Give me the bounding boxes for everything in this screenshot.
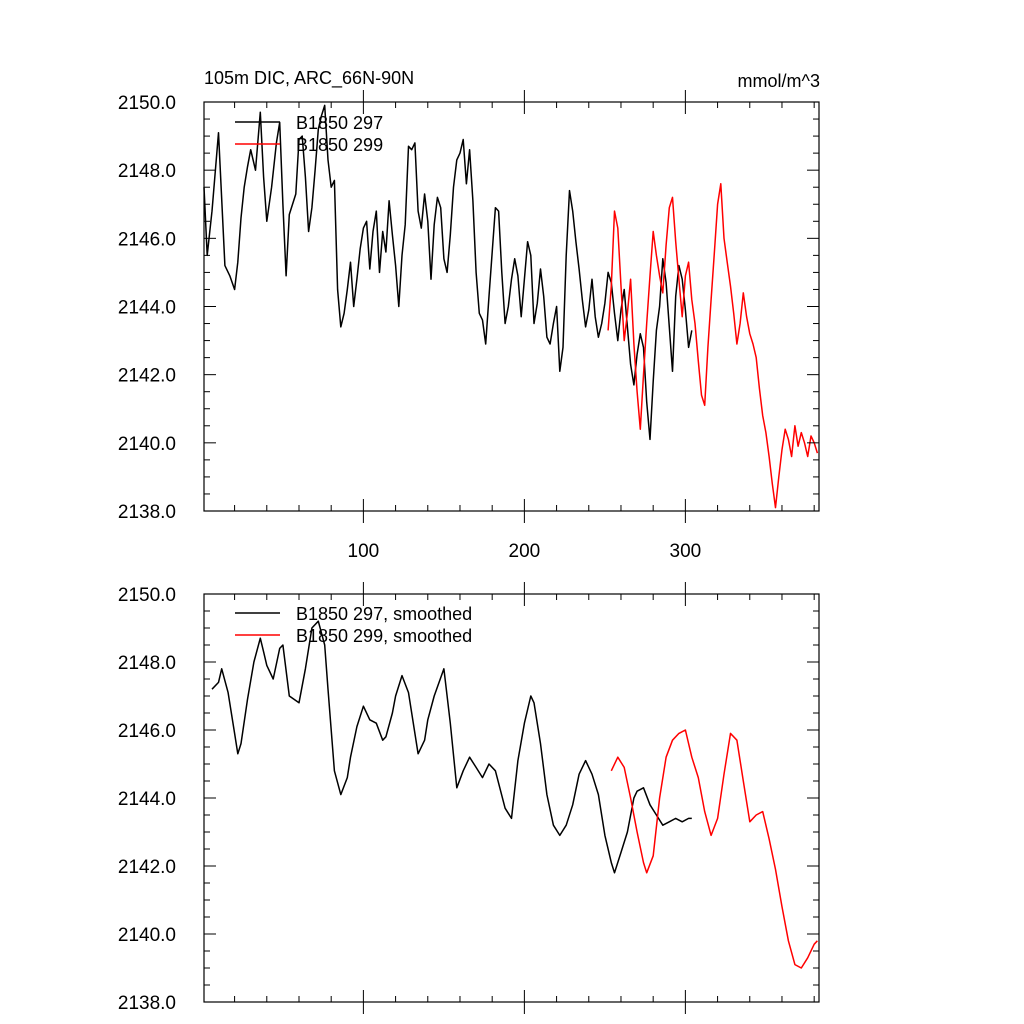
bottom-legend: B1850 297, smoothed B1850 299, smoothed — [235, 604, 472, 646]
top-y-tick-label: 2146.0 — [118, 229, 176, 250]
bottom-plot-area — [211, 620, 818, 969]
bottom-plot-frame — [203, 593, 820, 1003]
top-y-tick-label: 2144.0 — [118, 298, 176, 319]
panel-top: 105m DIC, ARC_66N-90N mmol/m^3 2138.0 214… — [118, 68, 820, 562]
top-legend-label-299: B1850 299 — [296, 135, 383, 155]
panel-top-title: 105m DIC, ARC_66N-90N — [204, 68, 414, 89]
bottom-series-line-297 — [211, 620, 692, 874]
bottom-y-tick-label: 2140.0 — [118, 925, 176, 946]
panel-bottom: 2138.0 2140.0 2142.0 2144.0 2146.0 2148.0 2150… — [118, 582, 820, 1014]
bottom-y-tick-label: 2144.0 — [118, 789, 176, 810]
top-y-tick-label: 2150.0 — [118, 93, 176, 114]
top-y-tick-label: 2140.0 — [118, 434, 176, 455]
top-x-tick-label: 300 — [670, 541, 702, 562]
top-plot-area — [203, 104, 819, 509]
top-legend: B1850 297 B1850 299 — [235, 113, 383, 155]
top-plot-frame — [203, 101, 820, 512]
top-y-tick-label: 2148.0 — [118, 161, 176, 182]
bottom-y-tick-label: 2138.0 — [118, 993, 176, 1014]
top-series-line-299 — [607, 183, 819, 509]
bottom-y-tick-label: 2150.0 — [118, 585, 176, 606]
bottom-y-tick-label: 2142.0 — [118, 857, 176, 878]
top-x-tick-label: 100 — [348, 541, 380, 562]
top-y-tick-label: 2142.0 — [118, 366, 176, 387]
top-x-tick-label: 200 — [509, 541, 541, 562]
bottom-legend-label-297: B1850 297, smoothed — [296, 604, 472, 624]
top-y-tick-label: 2138.0 — [118, 502, 176, 523]
top-series-line-297 — [203, 104, 693, 441]
bottom-series-line-299 — [610, 729, 818, 969]
top-legend-label-297: B1850 297 — [296, 113, 383, 133]
top-axes: 2138.0 2140.0 2142.0 2144.0 2146.0 2148.0 2150… — [118, 90, 819, 562]
bottom-y-tick-label: 2146.0 — [118, 721, 176, 742]
bottom-axes: 2138.0 2140.0 2142.0 2144.0 2146.0 2148.0 2150… — [118, 582, 819, 1014]
bottom-y-tick-label: 2148.0 — [118, 653, 176, 674]
panel-top-units: mmol/m^3 — [738, 71, 820, 91]
bottom-legend-label-299: B1850 299, smoothed — [296, 626, 472, 646]
